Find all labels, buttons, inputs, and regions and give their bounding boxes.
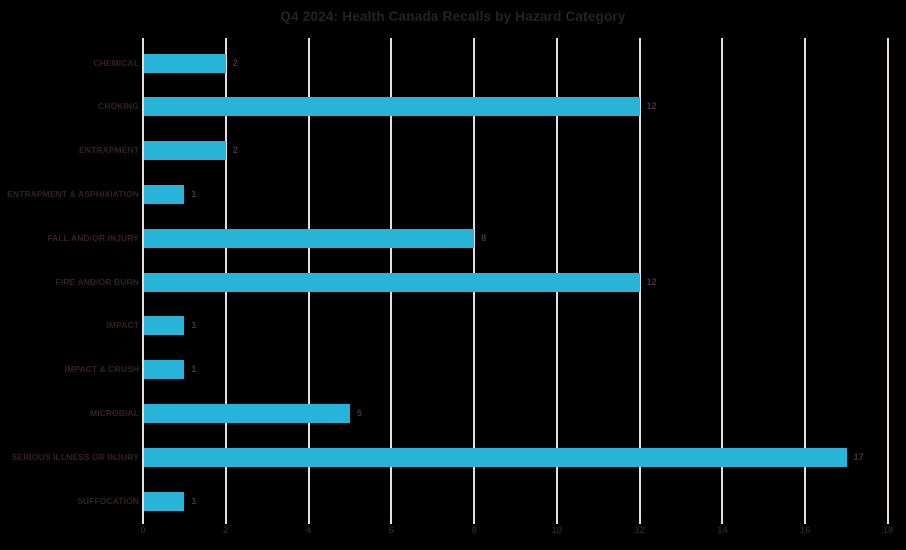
x-axis-tick-label: 18 bbox=[882, 525, 894, 536]
x-axis-tick-label: 0 bbox=[140, 525, 146, 536]
bar-value-label: 12 bbox=[646, 276, 657, 287]
bar bbox=[144, 141, 226, 161]
gridline bbox=[804, 38, 807, 516]
x-axis-tick bbox=[721, 516, 724, 524]
category-label: FIRE AND/OR BURN bbox=[55, 276, 139, 287]
gridline bbox=[142, 38, 144, 516]
bar-value-label: 8 bbox=[481, 232, 487, 243]
category-label: ENTRAPMENT & ASPHIXIATION bbox=[7, 188, 139, 199]
bar bbox=[144, 228, 475, 248]
category-label: CHEMICAL bbox=[93, 57, 139, 68]
gridline bbox=[721, 38, 724, 516]
x-axis-tick bbox=[887, 516, 889, 524]
category-label: MICROBIAL bbox=[89, 407, 139, 418]
x-axis-tick-label: 2 bbox=[223, 525, 229, 536]
x-axis-tick-label: 16 bbox=[799, 525, 811, 536]
x-axis-tick bbox=[390, 516, 393, 524]
bar bbox=[144, 491, 185, 511]
bar bbox=[144, 272, 640, 292]
x-axis-tick-label: 6 bbox=[388, 525, 394, 536]
x-axis-tick-label: 4 bbox=[305, 525, 312, 536]
x-axis-tick bbox=[555, 516, 558, 524]
bar-value-label: 12 bbox=[646, 101, 657, 112]
x-axis-tick bbox=[473, 516, 476, 524]
bar-value-label: 1 bbox=[191, 364, 197, 375]
x-axis-tick-label: 14 bbox=[717, 525, 728, 536]
x-axis-tick bbox=[307, 516, 310, 524]
category-label: SERIOUS ILLNESS OR INJURY bbox=[11, 451, 139, 462]
x-axis-tick bbox=[142, 516, 144, 524]
category-label: IMPACT bbox=[106, 320, 139, 331]
bar bbox=[144, 360, 185, 380]
bar bbox=[144, 403, 350, 423]
bar-value-label: 5 bbox=[356, 407, 362, 418]
bar-value-label: 2 bbox=[232, 57, 238, 68]
gridline bbox=[887, 38, 889, 516]
gridline bbox=[638, 38, 641, 516]
category-label: SUFFOCATION bbox=[77, 495, 139, 506]
category-label: IMPACT & CRUSH bbox=[64, 364, 139, 375]
chart-title: Q4 2024: Health Canada Recalls by Hazard… bbox=[280, 9, 626, 24]
x-axis-tick bbox=[638, 516, 641, 524]
bar bbox=[144, 316, 185, 336]
bar bbox=[144, 53, 226, 73]
x-axis-tick bbox=[224, 516, 227, 524]
x-axis-tick-label: 8 bbox=[471, 525, 477, 536]
x-axis-tick-label: 10 bbox=[551, 525, 563, 536]
bar-value-label: 1 bbox=[191, 188, 197, 199]
category-label: CHOKING bbox=[98, 101, 139, 112]
bar bbox=[144, 97, 640, 117]
category-label: ENTRAPMENT bbox=[78, 145, 139, 156]
bar-value-label: 1 bbox=[191, 495, 197, 506]
bar-value-label: 2 bbox=[232, 145, 238, 156]
bar bbox=[144, 184, 185, 204]
bar-value-label: 1 bbox=[191, 320, 197, 331]
x-axis-tick-label: 12 bbox=[634, 525, 645, 536]
bar-value-label: 17 bbox=[853, 451, 864, 462]
category-label: FALL AND/OR INJURY bbox=[47, 232, 139, 243]
x-axis-tick bbox=[804, 516, 807, 524]
bar bbox=[144, 447, 847, 467]
